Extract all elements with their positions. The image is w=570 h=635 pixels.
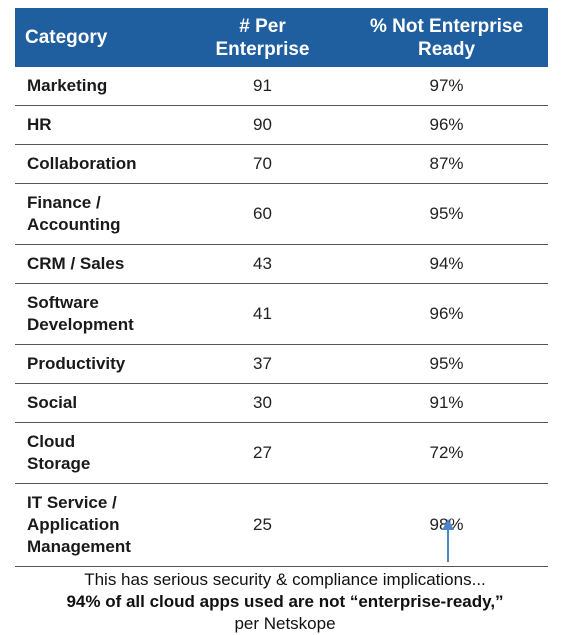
value-cell: 91% [345, 383, 548, 423]
table-row: Marketing 91 97% [15, 67, 548, 106]
category-cell: CRM / Sales [15, 244, 180, 284]
value-cell: 96% [345, 105, 548, 145]
table-row: Productivity 37 95% [15, 344, 548, 384]
category-cell: IT Service / Application Management [15, 483, 180, 567]
category-cell: Social [15, 383, 180, 423]
value-cell: 43 [180, 244, 345, 284]
table-row: Social 30 91% [15, 383, 548, 423]
data-table: Category # Per Enterprise % Not Enterpri… [15, 8, 548, 567]
value-cell: 41 [180, 283, 345, 345]
value-cell: 91 [180, 67, 345, 106]
footer-note: This has serious security & compliance i… [84, 570, 486, 589]
header-cell: % Not Enterprise Ready [345, 8, 548, 67]
table-body: Marketing 91 97% HR 90 96% Collaboration 70 87% F… [15, 67, 548, 567]
value-cell: 37 [180, 344, 345, 384]
table-row: Cloud Storage 27 72% [15, 422, 548, 484]
value-cell: 94% [345, 244, 548, 284]
table-row: Finance / Accounting 60 95% [15, 183, 548, 245]
value-cell: 25 [180, 483, 345, 567]
value-cell: 95% [345, 183, 548, 245]
category-cell: Finance / Accounting [15, 183, 180, 245]
table-row: HR 90 96% [15, 105, 548, 145]
table-row: CRM / Sales 43 94% [15, 244, 548, 284]
table-row: Collaboration 70 87% [15, 144, 548, 184]
value-cell: 27 [180, 422, 345, 484]
footer-emphasis: 94% of all cloud apps used are not “ente… [66, 592, 504, 611]
value-cell: 72% [345, 422, 548, 484]
header-cell: Category [15, 8, 180, 67]
category-cell: Collaboration [15, 144, 180, 184]
value-cell: 87% [345, 144, 548, 184]
category-cell: Software Development [15, 283, 180, 345]
value-cell: 95% [345, 344, 548, 384]
value-cell: 30 [180, 383, 345, 423]
value-cell: 98% [345, 483, 548, 567]
category-cell: HR [15, 105, 180, 145]
value-cell: 96% [345, 283, 548, 345]
value-cell: 70 [180, 144, 345, 184]
header-cell: # Per Enterprise [180, 8, 345, 67]
table-row: IT Service / Application Management 25 98% [15, 483, 548, 567]
category-cell: Cloud Storage [15, 422, 180, 484]
table-row: Software Development 41 96% [15, 283, 548, 345]
category-cell: Productivity [15, 344, 180, 384]
category-cell: Marketing [15, 67, 180, 106]
footer-source: per Netskope [234, 614, 336, 633]
header-row: Category # Per Enterprise % Not Enterpri… [15, 8, 548, 67]
value-cell: 90 [180, 105, 345, 145]
value-cell: 97% [345, 67, 548, 106]
value-cell: 60 [180, 183, 345, 245]
